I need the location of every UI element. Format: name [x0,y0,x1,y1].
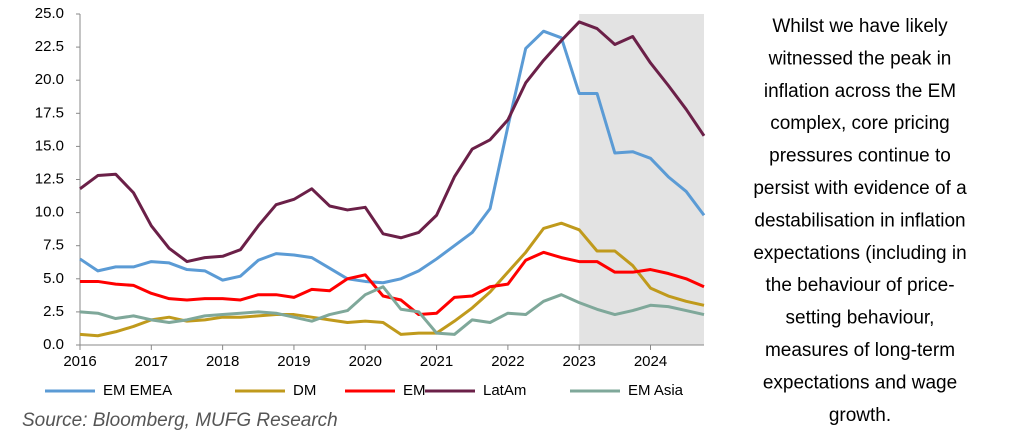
y-tick-label: 12.5 [35,170,64,187]
y-tick-label: 0.0 [43,336,64,353]
annotation-line: measures of long-term [765,340,955,361]
legend-label: EM [403,382,426,399]
source: Source: Bloomberg, MUFG Research [22,410,338,431]
x-tick-label: 2017 [135,353,168,370]
annotation-line: witnessed the peak in [768,48,952,69]
annotation-line: the behaviour of price- [765,275,954,296]
legend-label: LatAm [483,382,526,399]
annotation-line: persist with evidence of a [753,178,967,199]
x-tick-label: 2018 [206,353,239,370]
y-tick-label: 25.0 [35,5,64,22]
legend-label: DM [293,382,316,399]
y-tick-label: 15.0 [35,137,64,154]
legend-label: EM EMEA [103,382,172,399]
series-line [79,29,706,285]
annotation-line: complex, core pricing [770,113,950,134]
y-tick-label: 2.5 [43,303,64,320]
x-tick-label: 2022 [491,353,524,370]
annotation-line: destabilisation in inflation [754,210,965,231]
x-tick-label: 2021 [420,353,453,370]
annotation-line: Whilst we have likely [772,16,948,37]
annotation-line: expectations (including in [753,243,966,264]
annotation-line: setting behaviour, [786,308,935,329]
y-tick-label: 7.5 [43,237,64,254]
y-tick-label: 5.0 [43,270,64,287]
x-tick-label: 2019 [277,353,310,370]
y-tick-label: 22.5 [35,38,64,55]
x-tick-label: 2024 [634,353,667,370]
series-line [79,20,706,264]
annotation-line: inflation across the EM [764,81,956,102]
annotation-line: pressures continue to [769,146,951,167]
y-tick-label: 20.0 [35,71,64,88]
y-tick-label: 17.5 [35,104,64,121]
series-line [79,285,705,336]
annotation-line: expectations and wage [763,372,957,393]
shaded-region [579,14,704,345]
y-tick-label: 10.0 [35,204,64,221]
x-tick-label: 2016 [63,353,96,370]
legend-label: EM Asia [628,382,684,399]
x-tick-label: 2020 [349,353,382,370]
annotation-line: growth. [829,405,891,426]
x-tick-label: 2023 [563,353,596,370]
